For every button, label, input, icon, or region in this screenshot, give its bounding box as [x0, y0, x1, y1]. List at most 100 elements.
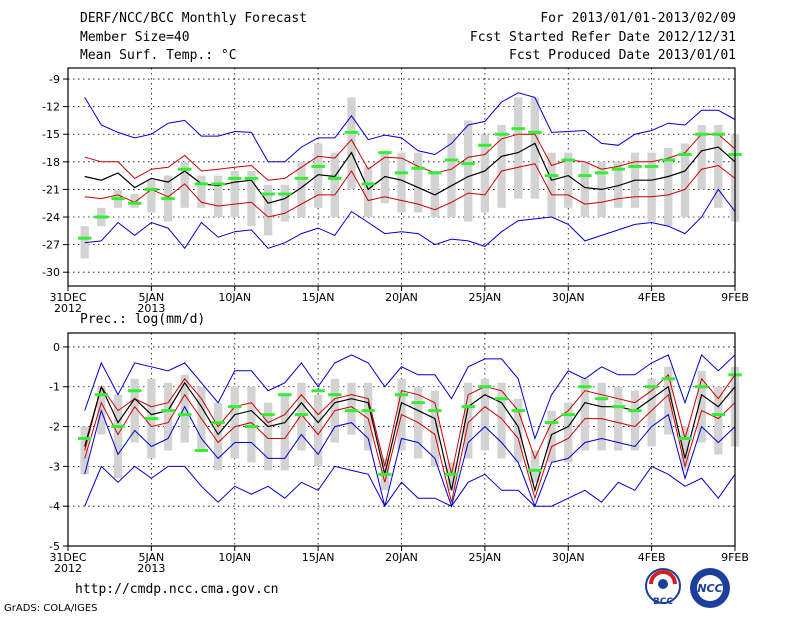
y-tick-label: -27 — [42, 239, 60, 252]
median-marker — [544, 174, 559, 178]
median-marker — [561, 158, 575, 162]
median-marker — [144, 187, 159, 191]
median-marker — [361, 409, 375, 413]
spread-box — [580, 378, 590, 451]
median-marker — [344, 130, 359, 134]
x-tick-label: 31DEC — [49, 551, 86, 564]
median-marker — [128, 201, 142, 205]
median-marker — [661, 377, 675, 381]
spread-box — [280, 394, 289, 471]
spread-box — [564, 152, 573, 208]
y-tick-label: -2 — [49, 421, 60, 434]
spread-box — [447, 134, 456, 218]
median-marker — [278, 192, 292, 196]
series-outer-min — [84, 465, 736, 508]
x-tick-label: 31DEC — [49, 291, 86, 304]
series-mean — [84, 381, 736, 493]
spread-box — [580, 161, 590, 218]
median-marker — [228, 176, 242, 180]
median-marker — [144, 417, 159, 421]
series-inner-high — [84, 373, 736, 475]
spread-box — [180, 374, 189, 443]
spread-box — [213, 402, 223, 471]
y-tick-label: -21 — [42, 183, 60, 196]
spread-box — [714, 386, 723, 455]
spread-box — [530, 450, 540, 483]
x-tick-label: 10JAN — [218, 291, 251, 304]
website-url[interactable]: http://cmdp.ncc.cma.gov.cn — [75, 582, 279, 597]
spread-box — [447, 462, 456, 491]
median-marker — [661, 158, 675, 162]
x-tick-label: 10JAN — [218, 551, 251, 564]
spread-box — [397, 152, 406, 213]
median-marker — [278, 393, 292, 397]
spread-box — [680, 143, 690, 218]
spread-box — [147, 180, 156, 213]
variable-label: Mean Surf. Temp.: °C — [80, 48, 237, 63]
spread-box — [630, 390, 640, 451]
median-marker — [311, 164, 325, 168]
median-marker — [644, 164, 659, 168]
spread-box — [530, 97, 540, 199]
spread-box — [263, 184, 273, 236]
x-tick-label: 5JAN — [138, 291, 164, 304]
median-marker — [511, 409, 525, 413]
x-tick-year: 2012 — [54, 302, 82, 315]
spread-box — [347, 97, 356, 190]
median-marker — [594, 397, 609, 401]
median-marker — [344, 409, 359, 413]
median-marker — [228, 405, 242, 409]
spread-box — [230, 171, 239, 218]
median-marker — [261, 192, 275, 196]
spread-box — [430, 390, 440, 467]
x-tick-label: 30JAN — [552, 551, 585, 564]
median-marker — [478, 385, 492, 389]
x-tick-year: 2013 — [137, 562, 165, 575]
median-marker — [461, 162, 475, 166]
spread-box — [414, 152, 423, 213]
x-tick-label: 9FEB — [721, 551, 749, 564]
median-marker — [578, 385, 592, 389]
series-outer-low — [84, 188, 736, 250]
series-inner-low — [84, 163, 736, 218]
median-marker — [494, 397, 509, 401]
median-marker — [711, 413, 725, 417]
spread-box — [497, 125, 506, 208]
median-marker — [411, 401, 425, 405]
median-marker — [694, 385, 709, 389]
spread-box — [597, 382, 606, 451]
spread-box — [514, 398, 523, 463]
fcst-started-date: Fcst Started Refer Date 2012/12/31 — [469, 30, 736, 45]
spread-box — [480, 378, 490, 451]
median-marker — [428, 171, 442, 175]
spread-box — [313, 143, 323, 208]
spread-box — [480, 134, 490, 213]
median-marker — [111, 197, 125, 201]
spread-box — [297, 382, 306, 451]
median-marker — [678, 437, 692, 441]
median-marker — [244, 425, 259, 429]
ncc-logo-text: NCC — [697, 582, 722, 595]
spread-box — [130, 194, 139, 208]
series-outer-low — [84, 405, 736, 508]
y-tick-label: 0 — [53, 341, 60, 354]
spread-box — [297, 161, 306, 218]
y-tick-label: -30 — [42, 266, 60, 279]
spread-box — [464, 382, 473, 459]
median-marker — [678, 152, 692, 156]
spread-box — [614, 161, 623, 208]
x-tick-label: 20JAN — [385, 291, 418, 304]
x-tick-year: 2012 — [54, 562, 82, 575]
spread-box — [697, 125, 706, 190]
x-tick-label: 25JAN — [468, 291, 501, 304]
median-marker — [644, 385, 659, 389]
median-marker — [378, 472, 392, 476]
x-tick-label: 4FEB — [638, 551, 666, 564]
median-marker — [494, 132, 509, 136]
x-tick-label: 9FEB — [721, 291, 749, 304]
spread-box — [697, 370, 706, 443]
ncc-logo: NCC — [690, 568, 730, 608]
